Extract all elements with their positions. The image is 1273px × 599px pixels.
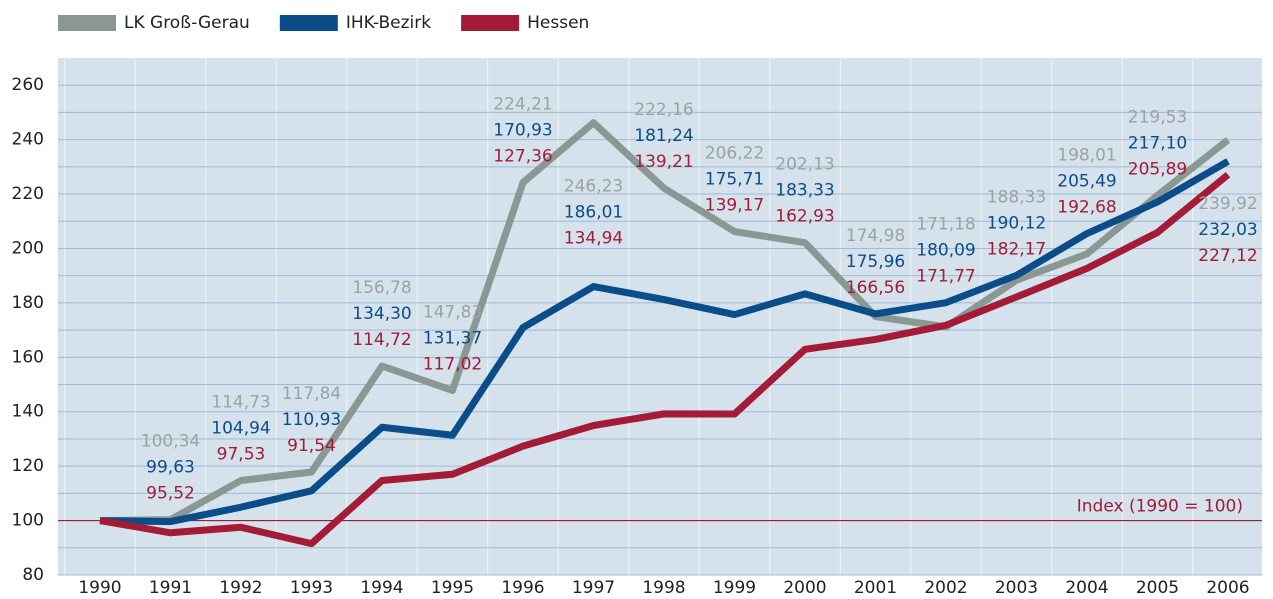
legend-label: LK Groß-Gerau: [124, 13, 250, 33]
data-label: 99,63: [146, 458, 195, 478]
y-tick-label: 100: [12, 511, 44, 531]
data-label: 192,68: [1057, 198, 1116, 218]
data-label: 186,01: [564, 203, 623, 223]
data-label: 95,52: [146, 484, 195, 504]
data-label: 246,23: [564, 177, 623, 197]
y-tick-label: 240: [12, 130, 44, 150]
x-tick-label: 2002: [924, 578, 967, 598]
data-label: 139,21: [634, 152, 693, 172]
x-tick-label: 1999: [713, 578, 756, 598]
data-label: 156,78: [352, 278, 411, 298]
legend-swatch: [461, 15, 520, 31]
data-label: 147,83: [423, 302, 482, 322]
y-tick-label: 200: [12, 238, 44, 258]
data-label: 206,22: [705, 144, 764, 164]
data-label: 224,21: [493, 95, 552, 115]
data-label: 114,72: [352, 330, 411, 350]
data-label: 110,93: [282, 410, 341, 430]
x-tick-label: 1990: [78, 578, 121, 598]
data-label: 202,13: [775, 155, 834, 175]
data-label: 174,98: [846, 226, 905, 246]
x-tick-label: 2006: [1206, 578, 1249, 598]
y-tick-label: 260: [12, 75, 44, 95]
series-line: [99, 171, 1231, 548]
x-tick-label: 1995: [431, 578, 474, 598]
x-tick-label: 1993: [290, 578, 333, 598]
y-tick-label: 80: [22, 565, 44, 585]
data-label: 134,94: [564, 229, 623, 249]
legend-swatch: [58, 15, 116, 31]
data-label: 190,12: [987, 213, 1046, 233]
data-label: 100,34: [141, 432, 200, 452]
data-label: 219,53: [1128, 107, 1187, 127]
data-label: 217,10: [1128, 133, 1187, 153]
data-label: 162,93: [775, 207, 834, 227]
series-line: [99, 119, 1231, 525]
data-label: 180,09: [916, 241, 975, 261]
y-tick-label: 180: [12, 293, 44, 313]
data-label: 205,89: [1128, 159, 1187, 179]
y-tick-label: 220: [12, 184, 44, 204]
data-label: 239,92: [1198, 194, 1257, 214]
x-tick-label: 1998: [642, 578, 685, 598]
y-tick-label: 160: [12, 347, 44, 367]
data-label: 205,49: [1057, 172, 1116, 192]
x-tick-label: 2000: [783, 578, 826, 598]
data-label: 175,96: [846, 252, 905, 272]
data-label: 188,33: [987, 187, 1046, 207]
data-label: 139,17: [705, 196, 764, 216]
x-tick-label: 1991: [149, 578, 192, 598]
data-label: 127,36: [493, 147, 552, 167]
data-label: 171,77: [916, 267, 975, 287]
data-label: 170,93: [493, 121, 552, 141]
x-tick-label: 1994: [360, 578, 403, 598]
data-label: 97,53: [217, 444, 266, 464]
x-tick-label: 1992: [219, 578, 262, 598]
data-label: 114,73: [211, 392, 270, 412]
data-label: 198,01: [1057, 146, 1116, 166]
data-label: 134,30: [352, 304, 411, 324]
data-label: 104,94: [211, 418, 270, 438]
data-label: 232,03: [1198, 220, 1257, 240]
legend-swatch: [279, 15, 338, 31]
x-tick-label: 1997: [572, 578, 615, 598]
legend-label: IHK-Bezirk: [346, 13, 431, 33]
legend-label: Hessen: [527, 13, 589, 33]
x-tick-label: 2004: [1065, 578, 1108, 598]
data-label: 182,17: [987, 239, 1046, 259]
series-line: [99, 158, 1230, 526]
data-label: 171,18: [916, 215, 975, 235]
x-tick-label: 2001: [854, 578, 897, 598]
data-label: 175,71: [705, 170, 764, 190]
plot-area: [58, 58, 1262, 575]
y-tick-label: 120: [12, 456, 44, 476]
x-tick-label: 2005: [1136, 578, 1179, 598]
x-tick-label: 1996: [501, 578, 544, 598]
data-label: 117,84: [282, 384, 341, 404]
data-label: 117,02: [423, 354, 482, 374]
data-label: 166,56: [846, 278, 905, 298]
data-label: 181,24: [634, 126, 693, 146]
annotation: Index (1990 = 100): [1077, 497, 1243, 517]
data-label: 227,12: [1198, 246, 1257, 266]
data-label: 183,33: [775, 181, 834, 201]
data-label: 222,16: [634, 100, 693, 120]
data-label: 131,37: [423, 328, 482, 348]
x-tick-label: 2003: [995, 578, 1038, 598]
y-tick-label: 140: [12, 402, 44, 422]
data-label: 91,54: [287, 436, 336, 456]
